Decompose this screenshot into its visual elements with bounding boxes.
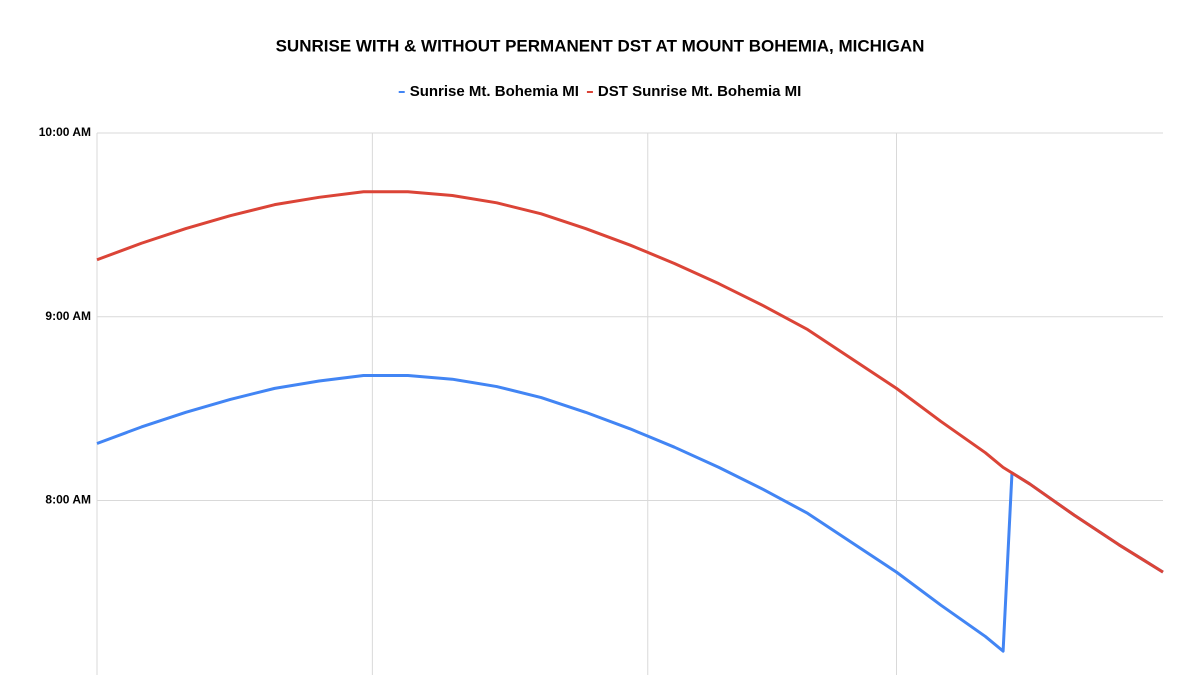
y-tick-label: 10:00 AM — [39, 125, 91, 139]
legend-label: Sunrise Mt. Bohemia MI — [410, 83, 579, 100]
series-line — [96, 190, 1164, 574]
y-tick-label: 8:00 AM — [45, 493, 91, 507]
y-tick-label: 9:00 AM — [45, 309, 91, 323]
legend: Sunrise Mt. Bohemia MI DST Sunrise Mt. Bo… — [398, 83, 801, 100]
series-line — [96, 374, 1164, 653]
chart-title: SUNRISE WITH & WITHOUT PERMANENT DST AT … — [276, 36, 925, 55]
legend-label: DST Sunrise Mt. Bohemia MI — [598, 83, 801, 100]
